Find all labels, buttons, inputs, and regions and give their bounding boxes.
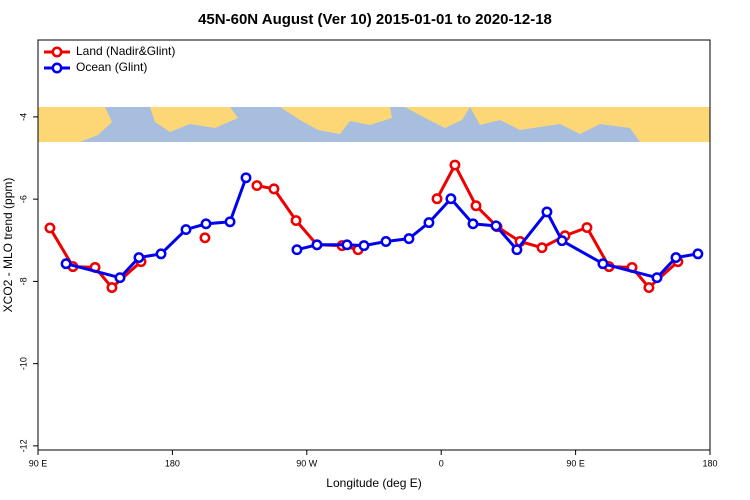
point [597,258,609,270]
point [556,235,568,247]
point [60,258,72,270]
point [581,222,593,233]
point [311,239,323,251]
legend-marker [51,62,63,74]
point [423,217,435,229]
point [251,180,263,192]
point [490,220,502,232]
point [240,172,252,184]
legend-marker [51,46,63,58]
point [651,272,663,284]
point [467,218,479,230]
plot-frame [37,39,711,451]
point [180,224,192,236]
y-axis-label: XCO2 - MLO trend (ppm) [1,178,15,313]
map-strip [38,107,710,142]
point [536,242,548,254]
y-tick-label: -10 [18,357,28,370]
point [200,218,212,230]
x-tick-label: 180 [702,458,717,468]
point [470,200,482,212]
y-tick-label: -4 [18,113,28,121]
point [44,222,56,234]
y-tick-label: -12 [18,439,28,452]
point [133,252,145,263]
point [670,252,682,263]
x-tick-label: 90 W [296,458,318,468]
point [106,282,118,294]
point [511,244,523,256]
point [643,282,655,294]
point [380,236,392,247]
x-tick-label: 90 E [566,458,585,468]
point [155,248,167,260]
point [692,248,704,260]
legend-text: Ocean (Glint) [76,60,147,74]
point [541,206,553,218]
point [224,216,236,228]
x-tick-label: 180 [165,458,180,468]
point [268,183,280,195]
x-axis-label: Longitude (deg E) [326,476,421,490]
y-tick-label: -8 [18,277,28,285]
x-tick-label: 90 E [29,458,48,468]
point [291,244,303,256]
point [445,193,457,205]
point [114,272,126,284]
y-tick-label: -6 [18,195,28,203]
chart-title: 45N-60N August (Ver 10) 2015-01-01 to 20… [198,11,552,28]
x-tick-label: 0 [439,458,444,468]
point [449,159,461,171]
legend-text: Land (Nadir&Glint) [76,44,175,58]
point [431,193,443,205]
point [358,240,370,252]
point [290,215,302,226]
point [199,232,211,244]
point [403,233,415,245]
point [341,239,353,251]
